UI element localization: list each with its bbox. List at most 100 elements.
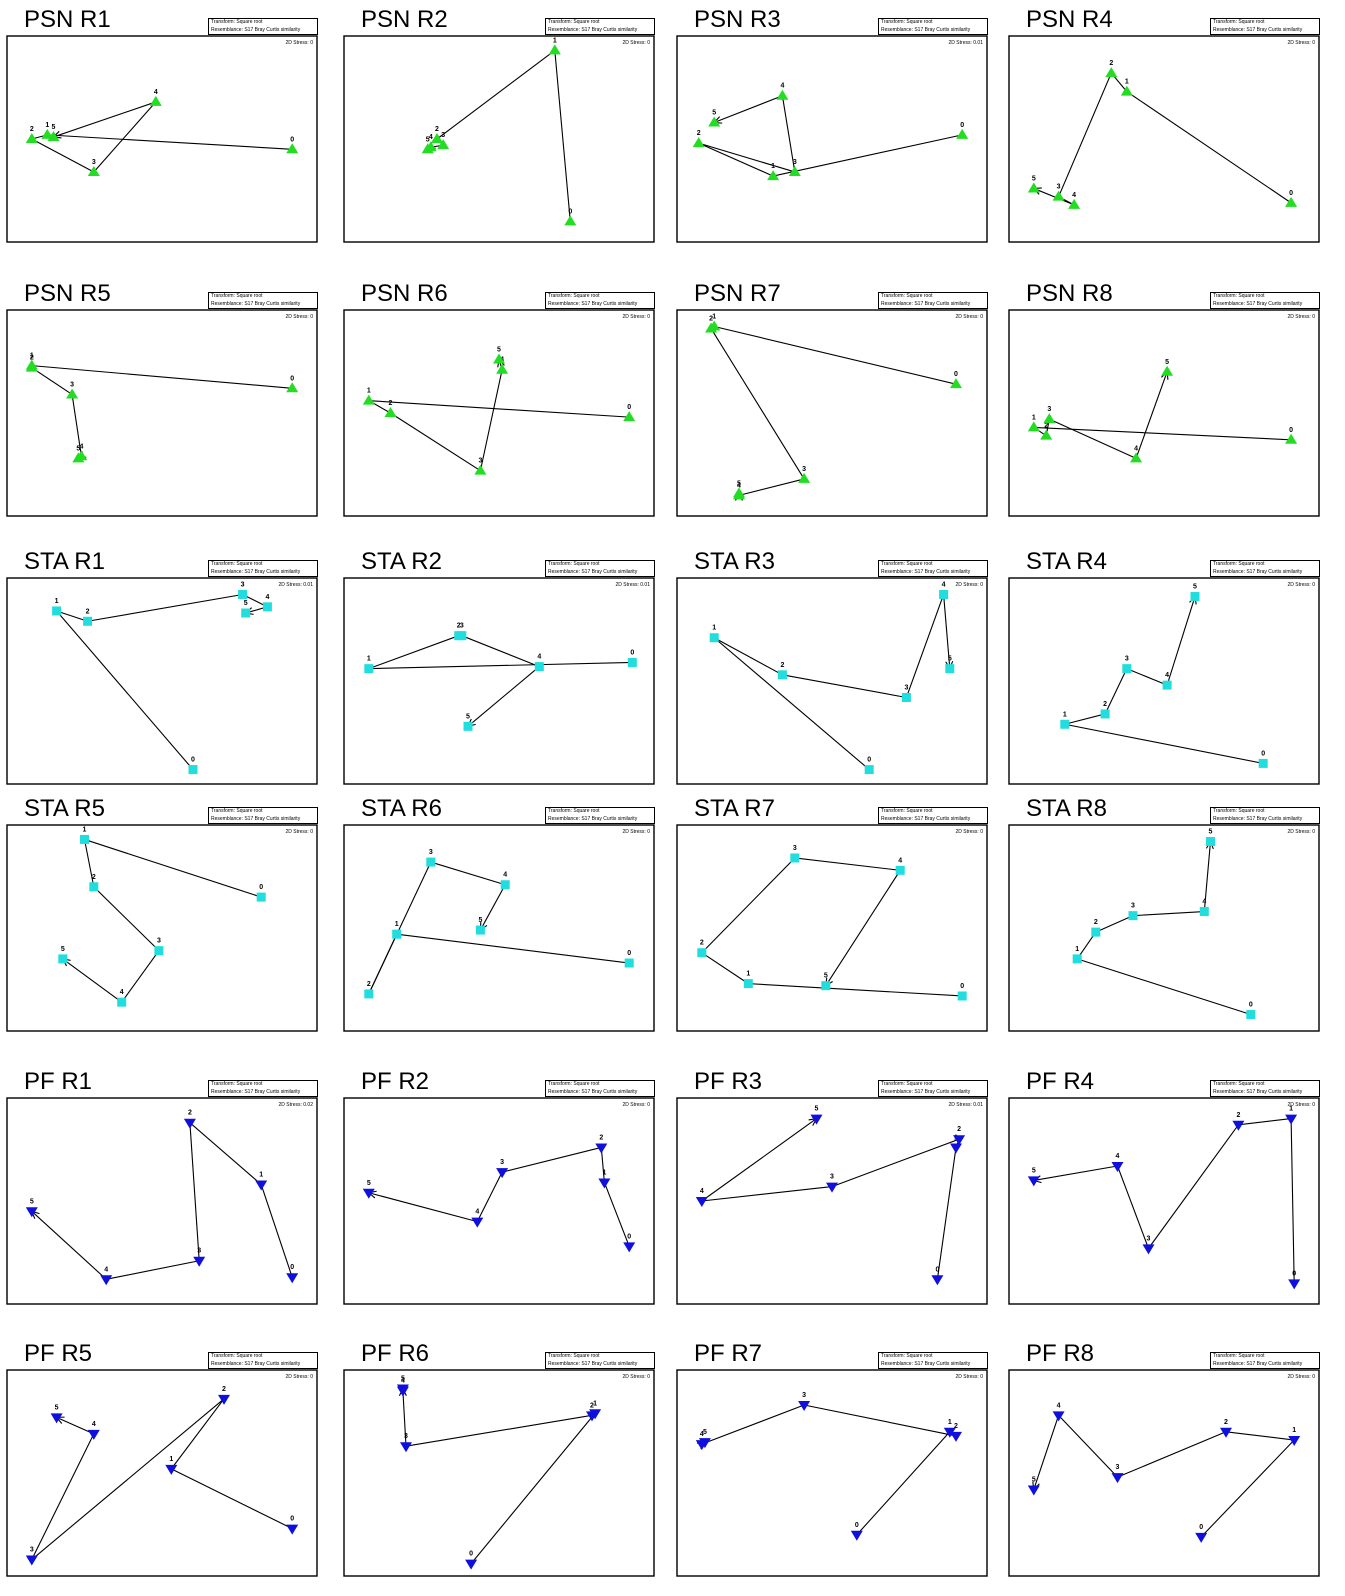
trajectory-segment [782, 674, 907, 699]
trajectory-segment [772, 134, 963, 177]
trajectory-segment [1135, 371, 1168, 459]
trajectory-segment [698, 142, 774, 177]
panel-title: PSN R5 [24, 280, 111, 307]
trajectory-segment [1033, 1415, 1060, 1490]
legend-resemblance: Resemblance: S17 Bray Curtis similarity [1213, 815, 1303, 822]
sample-marker [262, 602, 272, 612]
trajectory-segment [121, 950, 160, 1003]
trajectory-segment [83, 839, 95, 887]
sample-label: 3 [1147, 1235, 1151, 1242]
sample-marker [50, 1413, 63, 1424]
sample-marker [695, 1197, 708, 1207]
sample-label: 0 [1199, 1524, 1203, 1531]
panel-title: STA R5 [24, 795, 105, 822]
plot-frame [6, 309, 318, 517]
sample-label: 2 [1224, 1419, 1228, 1426]
sample-marker [238, 589, 248, 599]
sample-marker [437, 139, 450, 150]
trajectory-segment [189, 1122, 262, 1185]
plot-frame [343, 309, 655, 517]
sample-marker [598, 1178, 611, 1189]
plot-frame [1008, 577, 1320, 785]
trajectory-segment [1077, 958, 1251, 1016]
plot-frame [1008, 1097, 1320, 1305]
sample-label: 4 [942, 581, 946, 588]
trajectory-segment [479, 369, 503, 471]
sample-marker [431, 133, 443, 143]
stress-label: 2D Stress: 0 [955, 314, 983, 320]
sample-label: 0 [290, 136, 294, 143]
sample-marker [500, 880, 510, 890]
sample-marker [25, 1555, 38, 1566]
sample-label: 4 [503, 872, 507, 879]
panel-title: STA R4 [1026, 548, 1107, 575]
sample-marker [193, 1256, 206, 1267]
trajectory-segment [56, 610, 88, 622]
trajectory-segment [603, 1182, 630, 1247]
sample-marker [826, 1182, 838, 1193]
panel-title: PF R2 [361, 1068, 430, 1095]
trajectory-segment [1033, 426, 1292, 441]
legend-transform: Transform: Square root [548, 561, 600, 567]
legend-resemblance: Resemblance: S17 Bray Curtis similarity [881, 815, 971, 822]
sample-marker [1128, 911, 1138, 921]
legend-resemblance: Resemblance: S17 Bray Curtis similarity [548, 26, 638, 33]
sample-label: 2 [457, 623, 461, 630]
trajectory-segment [698, 142, 795, 173]
panel-title: PF R5 [24, 1340, 93, 1367]
sample-marker [950, 1431, 962, 1442]
plot-frame [676, 824, 988, 1032]
trajectory-segment [368, 661, 633, 670]
sample-label: 1 [55, 598, 59, 605]
plot-frame [1008, 1369, 1320, 1577]
nmds-panel-sta-r3: STA R3 Transform: Square root Resemblance:… [676, 548, 994, 804]
panel-title: STA R6 [361, 795, 442, 822]
panel-title: PF R7 [694, 1340, 763, 1367]
trajectory-segment [171, 1468, 293, 1530]
legend-transform: Transform: Square root [1213, 561, 1265, 567]
sample-label: 2 [954, 1423, 958, 1430]
legend-resemblance: Resemblance: S17 Bray Curtis similarity [881, 1088, 971, 1095]
trajectory-segment [713, 637, 783, 676]
legend-resemblance: Resemblance: S17 Bray Curtis similarity [548, 300, 638, 307]
sample-marker [1288, 1436, 1301, 1447]
legend-transform: Transform: Square root [881, 808, 933, 814]
sample-marker [624, 958, 634, 968]
trajectory-segment [1064, 713, 1106, 725]
sample-label: 5 [703, 1429, 707, 1436]
sample-marker [362, 1188, 375, 1199]
nmds-panel-sta-r7: STA R7 Transform: Square root Resemblance:… [676, 795, 994, 1051]
sample-label: 0 [1292, 1270, 1296, 1277]
sample-label: 5 [76, 445, 80, 452]
stress-label: 2D Stress: 0 [1287, 314, 1315, 320]
legend-box: Transform: Square root Resemblance: S17 B… [545, 807, 655, 824]
sample-marker [241, 608, 251, 618]
sample-label: 5 [30, 1198, 34, 1205]
trajectory-segment [600, 1147, 605, 1183]
sample-label: 5 [737, 480, 741, 487]
stress-label: 2D Stress: 0 [955, 829, 983, 835]
stress-label: 2D Stress: 0 [622, 314, 650, 320]
sample-label: 0 [954, 371, 958, 378]
sample-label: 4 [1072, 192, 1076, 199]
sample-marker [1246, 1010, 1256, 1020]
trajectory-segment [71, 394, 82, 457]
sample-label: 1 [712, 313, 716, 320]
plot-frame [343, 577, 655, 785]
sample-marker [950, 1143, 962, 1154]
sample-label: 2 [590, 1402, 594, 1409]
sample-marker [426, 857, 436, 867]
sample-label: 1 [1289, 1106, 1293, 1113]
trajectory-segment [87, 593, 243, 622]
sample-marker [421, 143, 434, 154]
trajectory-segment [368, 1192, 478, 1223]
sample-marker [1052, 190, 1065, 201]
